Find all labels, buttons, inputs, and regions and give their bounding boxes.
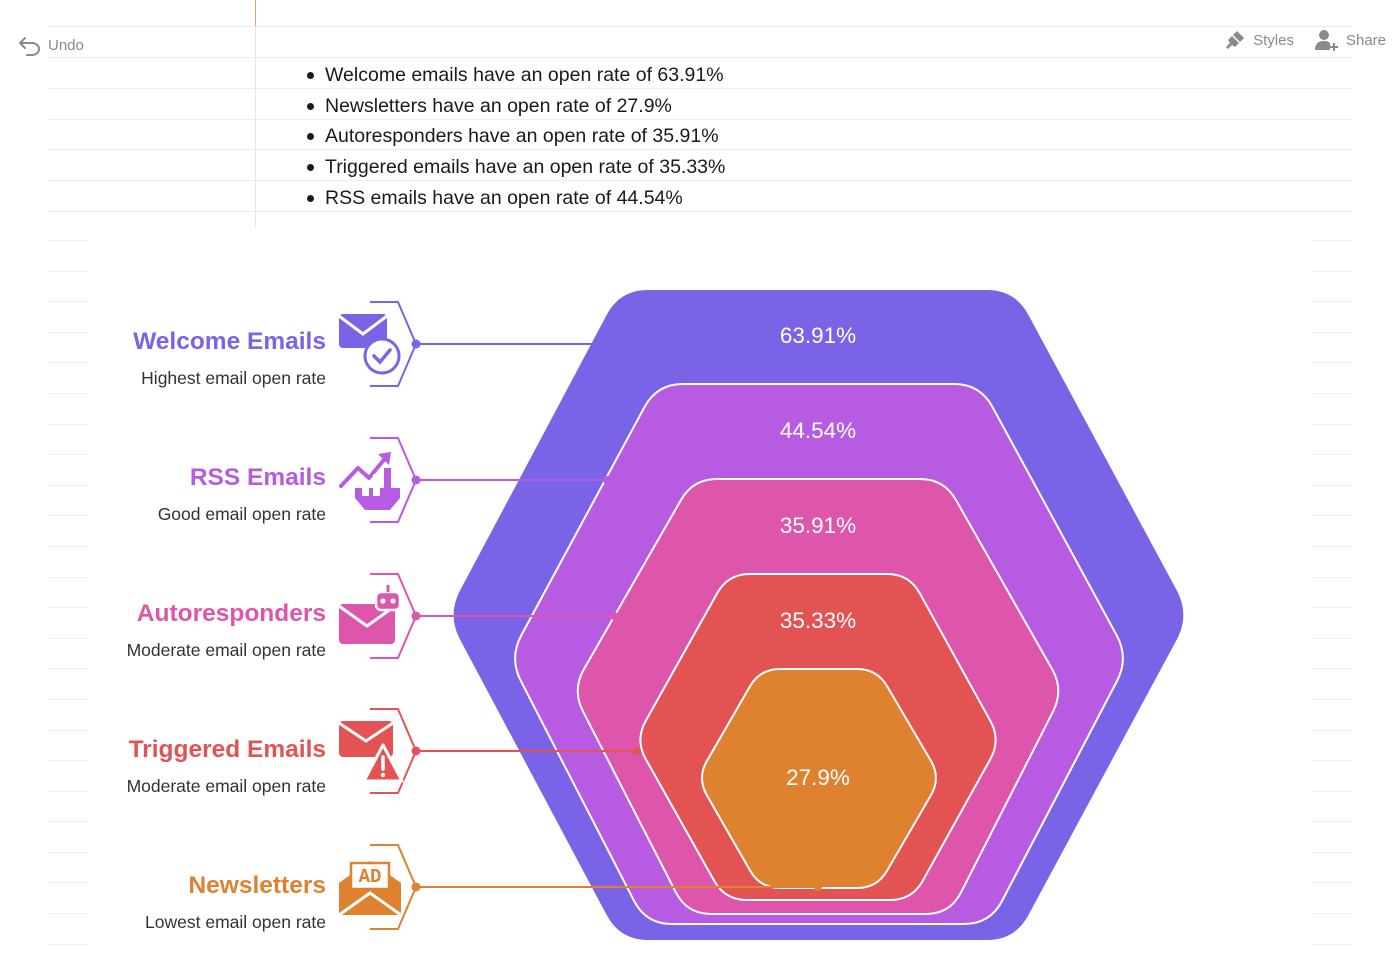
undo-icon xyxy=(19,37,40,56)
icon-bracket xyxy=(370,573,417,659)
layer-description: Moderate email open rate xyxy=(126,776,326,796)
bullet-item: Autoresponders have an open rate of 35.9… xyxy=(306,121,725,152)
share-button[interactable]: Share xyxy=(1314,28,1386,52)
bullet-item: Newsletters have an open rate of 27.9% xyxy=(306,91,725,122)
value-label: 27.9% xyxy=(786,765,850,790)
hexagon-layer xyxy=(700,668,937,889)
mail-alert-icon xyxy=(338,721,404,783)
undo-button[interactable]: Undo xyxy=(18,34,84,56)
icon-bracket xyxy=(370,301,417,387)
value-label: 35.91% xyxy=(779,513,857,538)
mail-robot-icon xyxy=(338,585,402,644)
icon-bracket xyxy=(370,437,417,523)
layer-description: Good email open rate xyxy=(157,504,326,524)
layer-label-welcome: Welcome Emails Highest email open rate xyxy=(133,327,326,389)
layer-label-newsletters: Newsletters Lowest email open rate xyxy=(145,871,326,933)
connector-end-dot xyxy=(610,612,618,620)
layer-description: Highest email open rate xyxy=(141,368,326,388)
connector-end-dot xyxy=(603,476,611,484)
value-label: 44.54% xyxy=(779,418,857,443)
layer-description: Moderate email open rate xyxy=(126,640,326,660)
styles-label: Styles xyxy=(1253,31,1294,49)
value-label: 63.91% xyxy=(779,323,857,348)
connector-end-dot xyxy=(594,340,602,348)
layer-title: RSS Emails xyxy=(189,464,326,491)
layer-title: Autoresponders xyxy=(136,600,326,627)
chart-growth-icon xyxy=(339,452,400,510)
layer-label-rss: RSS Emails Good email open rate xyxy=(158,463,326,525)
layer-title: Triggered Emails xyxy=(128,736,326,763)
connector-end-dot xyxy=(814,883,822,891)
layer-label-autoresponders: Autoresponders Moderate email open rate xyxy=(127,599,326,661)
connector-end-dot xyxy=(633,747,641,755)
brush-icon xyxy=(1226,31,1245,49)
icon-bracket xyxy=(370,844,417,930)
layer-description: Lowest email open rate xyxy=(145,912,326,932)
mail-ad-icon: AD xyxy=(338,861,402,917)
layer-title: Welcome Emails xyxy=(133,328,326,355)
layer-title: Newsletters xyxy=(188,872,326,899)
bullet-item: Welcome emails have an open rate of 63.9… xyxy=(306,60,725,91)
share-label: Share xyxy=(1345,31,1386,49)
bullet-list: Welcome emails have an open rate of 63.9… xyxy=(306,60,725,213)
icon-bracket xyxy=(370,708,417,794)
bullet-item: RSS emails have an open rate of 44.54% xyxy=(306,183,725,214)
styles-button[interactable]: Styles xyxy=(1223,28,1294,52)
bullet-item: Triggered emails have an open rate of 35… xyxy=(306,152,725,183)
svg-text:AD: AD xyxy=(359,866,382,888)
layer-label-triggered: Triggered Emails Moderate email open rat… xyxy=(127,735,326,797)
value-label: 35.33% xyxy=(779,608,857,633)
add-user-icon xyxy=(1314,30,1338,51)
undo-label: Undo xyxy=(48,36,84,54)
mail-check-icon xyxy=(338,314,401,375)
